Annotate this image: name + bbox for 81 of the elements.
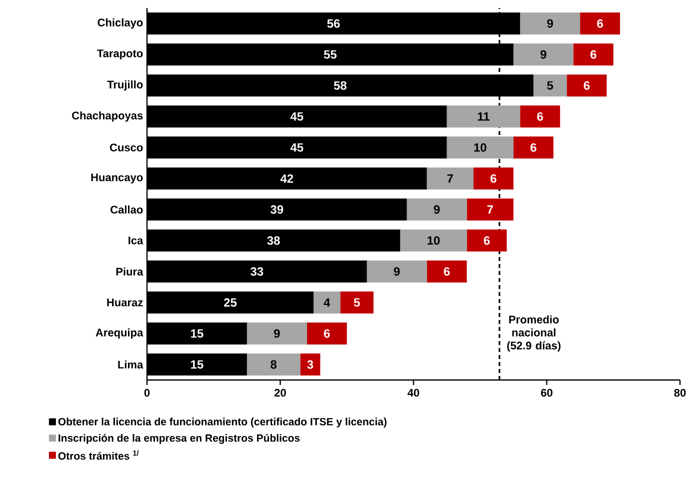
- data-label: 5: [547, 81, 554, 90]
- bar: [520, 12, 580, 34]
- bar: [573, 44, 614, 66]
- data-label: 3: [307, 360, 314, 369]
- data-label: 45: [290, 143, 304, 152]
- bar: [520, 106, 560, 128]
- data-label: 6: [584, 81, 590, 90]
- data-label: 10: [428, 236, 440, 245]
- y-tick-label: Ica: [128, 236, 144, 244]
- bar: [446, 106, 520, 128]
- y-tick-label: Lima: [118, 360, 144, 369]
- bar: [306, 322, 347, 344]
- x-tick-label: 40: [408, 388, 420, 397]
- bar: [426, 260, 467, 283]
- legend-label: Otros trámites $^{1/}$: [58, 450, 139, 460]
- bar: [366, 260, 427, 283]
- bar: [513, 44, 574, 66]
- data-label: 15: [191, 360, 204, 369]
- y-tick-label: Callao: [110, 205, 143, 214]
- data-label: 9: [274, 329, 280, 338]
- y-tick-label: Piura: [116, 267, 144, 276]
- y-tick-label: Arequipa: [96, 328, 144, 339]
- data-label: 6: [537, 112, 543, 121]
- data-label: 9: [394, 267, 400, 276]
- y-tick-label: Trujillo: [107, 80, 143, 91]
- x-tick-label: 60: [541, 388, 552, 397]
- ref-line-label: Promedio nacional (52.9 días): [507, 315, 561, 352]
- data-label: 6: [484, 236, 490, 245]
- data-label: 55: [324, 50, 337, 59]
- data-label: 38: [267, 236, 280, 245]
- x-tick-label: 0: [144, 388, 150, 397]
- y-tick-label: Cusco: [110, 144, 143, 152]
- data-label: 6: [490, 174, 496, 183]
- data-label: 6: [597, 19, 603, 28]
- data-label: 8: [270, 360, 277, 369]
- data-label: 33: [250, 267, 264, 276]
- data-label: 42: [280, 174, 294, 183]
- bar: [513, 136, 554, 158]
- y-tick-label: Chiclayo: [98, 18, 143, 29]
- data-label: 9: [540, 50, 546, 59]
- data-label: 7: [487, 205, 493, 214]
- bar: [426, 168, 474, 190]
- bar: [246, 322, 307, 344]
- bar: [314, 292, 340, 314]
- bar: [473, 168, 514, 190]
- x-tick-label: 20: [274, 388, 286, 397]
- data-label: 6: [324, 329, 330, 338]
- data-label: 15: [191, 329, 204, 338]
- y-tick-label: Tarapoto: [97, 50, 143, 60]
- data-label: 10: [474, 143, 486, 152]
- legend-label: Inscripción de la empresa en Registros Públicos: [58, 434, 300, 444]
- data-label: 4: [324, 298, 330, 307]
- bar: [406, 198, 467, 221]
- bar: [533, 74, 567, 96]
- data-label: 9: [547, 19, 553, 28]
- bar: [300, 354, 320, 376]
- data-label: 25: [224, 298, 237, 307]
- data-label: 45: [290, 112, 304, 121]
- data-label: 9: [434, 205, 440, 214]
- data-label: 58: [334, 81, 347, 90]
- data-label: 56: [327, 19, 340, 28]
- data-label: 39: [270, 205, 284, 214]
- data-label: 6: [530, 143, 536, 152]
- bar: [580, 12, 620, 34]
- bar: [340, 292, 374, 314]
- data-label: 5: [354, 298, 360, 307]
- bar: [400, 230, 467, 252]
- bar: [566, 74, 607, 96]
- data-label: 6: [590, 50, 596, 59]
- bar: [466, 198, 514, 221]
- data-label: 11: [478, 112, 490, 121]
- y-tick-label: Huancayo: [91, 174, 143, 184]
- bar: [466, 230, 507, 252]
- data-label: 6: [444, 267, 450, 276]
- y-tick-label: Chachapoyas: [72, 111, 143, 122]
- y-tick-label: Huaraz: [107, 298, 143, 306]
- legend-label: Obtener la licencia de funcionamiento (certificado ITSE y licencia): [58, 418, 386, 428]
- bar: [246, 354, 300, 376]
- data-label: 7: [447, 174, 453, 183]
- bar: [446, 136, 514, 158]
- x-tick-label: 80: [674, 388, 686, 397]
